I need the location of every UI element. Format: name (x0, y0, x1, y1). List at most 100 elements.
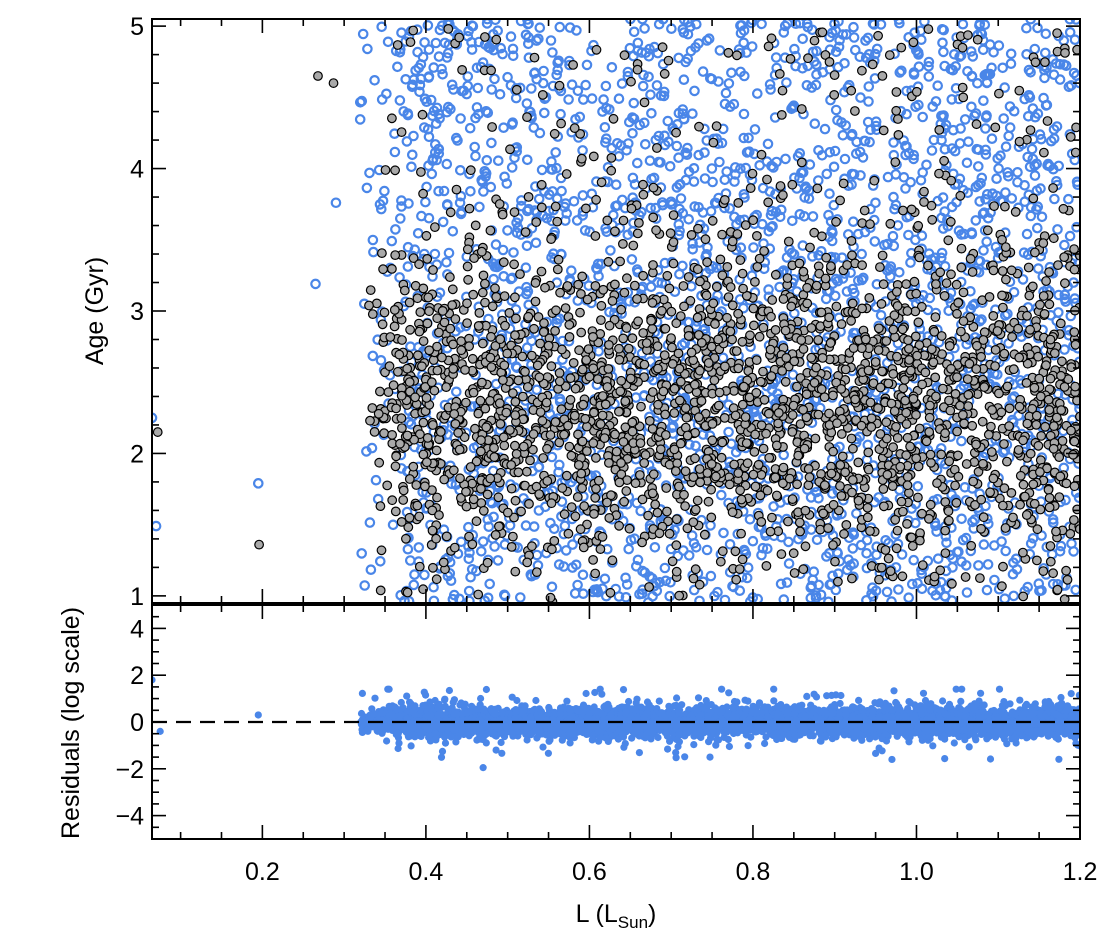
age-filled-marker (913, 461, 924, 472)
age-open-marker (622, 138, 634, 149)
age-open-marker (947, 553, 959, 564)
age-filled-marker (884, 50, 895, 60)
age-open-marker (401, 136, 413, 147)
age-filled-marker (1034, 299, 1045, 310)
age-open-marker (674, 203, 685, 215)
age-open-marker (938, 46, 949, 58)
age-filled-marker (510, 495, 521, 506)
age-open-marker (530, 237, 542, 249)
age-filled-marker (530, 278, 541, 288)
age-filled-marker (892, 351, 902, 362)
age-filled-marker (525, 455, 535, 466)
age-filled-marker (559, 509, 570, 520)
age-open-marker (672, 550, 684, 562)
age-filled-marker (977, 416, 988, 427)
age-filled-marker (598, 284, 609, 295)
age-filled-marker (375, 501, 386, 512)
age-filled-marker (889, 406, 900, 417)
age-filled-marker (713, 334, 724, 345)
age-filled-marker (794, 258, 805, 269)
age-filled-marker (602, 382, 613, 392)
age-open-marker (903, 229, 914, 241)
age-filled-marker (480, 403, 491, 414)
age-open-marker (978, 95, 989, 106)
age-open-marker (997, 62, 1008, 74)
age-filled-marker (524, 499, 534, 509)
age-open-marker (502, 225, 513, 236)
age-filled-marker (930, 372, 941, 383)
age-filled-marker (846, 235, 857, 246)
age-open-marker (847, 283, 859, 295)
age-filled-marker (471, 456, 482, 467)
age-open-marker (828, 161, 840, 173)
age-open-marker (746, 41, 758, 52)
age-open-marker (419, 569, 430, 581)
age-filled-marker (867, 59, 878, 70)
age-filled-marker (737, 268, 748, 279)
age-filled-marker (756, 420, 767, 431)
age-open-marker (917, 111, 928, 123)
age-filled-marker (629, 280, 640, 291)
age-filled-marker (531, 217, 542, 228)
age-filled-marker (623, 343, 634, 354)
age-filled-marker (782, 273, 793, 284)
age-open-marker (406, 149, 418, 161)
age-open-marker (686, 530, 698, 541)
age-filled-marker (984, 292, 995, 302)
age-filled-marker (528, 429, 539, 440)
age-filled-marker (647, 488, 658, 499)
age-filled-marker (777, 85, 788, 96)
age-open-marker (824, 188, 835, 199)
age-filled-marker (588, 151, 599, 162)
age-filled-marker (624, 523, 635, 534)
age-open-marker (673, 107, 685, 119)
age-filled-marker (892, 433, 903, 443)
age-open-marker (1008, 590, 1019, 602)
age-filled-marker (828, 499, 839, 510)
age-filled-marker (627, 417, 638, 428)
age-open-marker (726, 67, 737, 79)
age-filled-marker (634, 217, 644, 228)
age-filled-marker (397, 423, 407, 434)
age-open-marker (454, 165, 466, 176)
age-open-marker (526, 335, 537, 347)
age-open-marker (507, 43, 519, 55)
age-open-marker (862, 32, 874, 44)
age-filled-marker (570, 511, 581, 522)
age-filled-marker (461, 501, 472, 512)
age-open-marker (1068, 67, 1080, 79)
age-open-marker (966, 71, 978, 82)
age-filled-marker (875, 429, 886, 439)
age-open-marker (794, 148, 806, 159)
age-scatter-points (152, 19, 1080, 603)
age-open-marker (739, 192, 750, 203)
age-open-marker (767, 221, 778, 232)
age-open-marker (627, 112, 638, 123)
age-filled-marker (737, 554, 748, 565)
age-open-marker (653, 156, 664, 168)
age-open-marker (592, 586, 603, 597)
age-open-marker (538, 107, 550, 119)
age-filled-marker (538, 327, 549, 337)
age-filled-marker (722, 262, 733, 272)
age-open-marker (446, 79, 458, 91)
age-filled-marker (1000, 242, 1011, 253)
age-open-marker (408, 130, 419, 142)
age-open-marker (896, 549, 908, 560)
age-filled-marker (796, 104, 807, 114)
age-open-marker (738, 108, 750, 120)
age-open-marker (981, 584, 993, 596)
age-filled-marker (945, 216, 956, 227)
age-filled-marker (543, 340, 554, 351)
age-filled-marker (778, 190, 788, 201)
age-open-marker (908, 67, 920, 78)
age-filled-marker (891, 105, 902, 116)
age-open-marker (694, 595, 705, 603)
age-filled-marker (377, 319, 388, 330)
age-filled-marker (926, 344, 937, 355)
age-filled-marker (529, 323, 539, 334)
age-filled-marker (1025, 448, 1036, 459)
age-filled-marker (626, 76, 636, 87)
age-filled-marker (671, 514, 682, 525)
age-filled-marker (866, 422, 877, 432)
